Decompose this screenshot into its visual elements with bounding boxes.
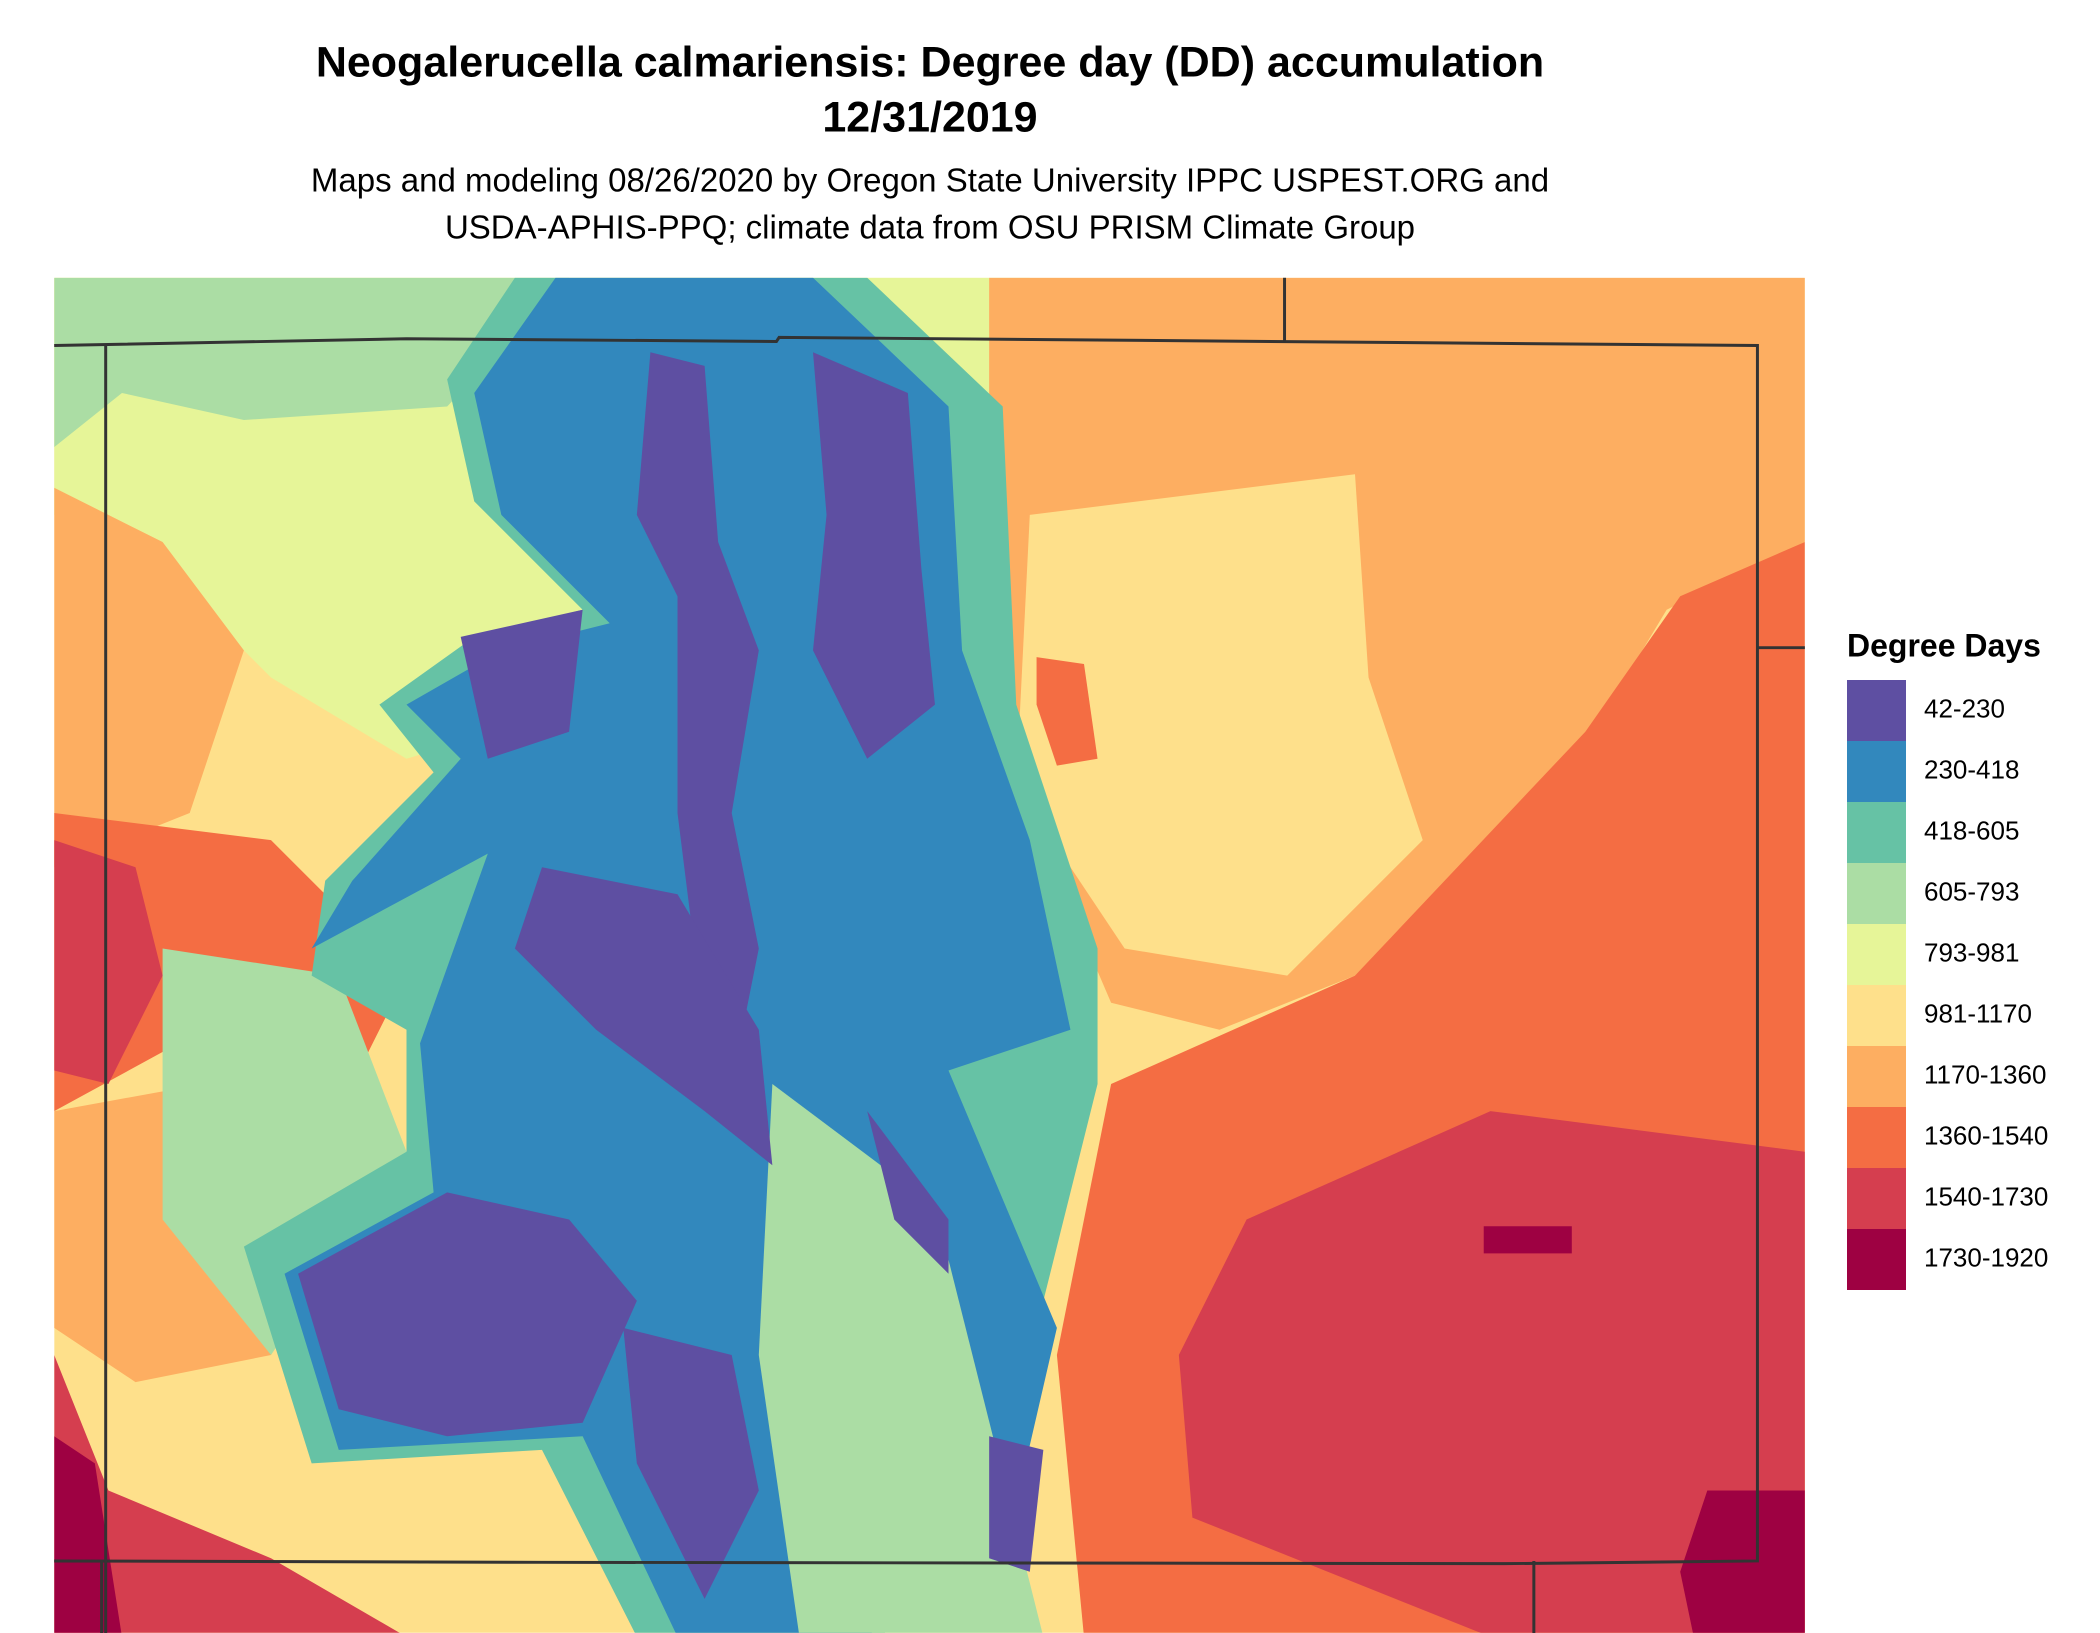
legend-label: 1170-1360	[1924, 1059, 2046, 1089]
legend-label: 42-230	[1924, 693, 2005, 723]
legend-swatch	[1847, 1046, 1906, 1107]
legend-swatch	[1847, 1168, 1906, 1229]
legend-swatch	[1847, 863, 1906, 924]
subtitle: USDA-APHIS-PPQ; climate data from OSU PR…	[445, 209, 1415, 246]
legend-label: 230-418	[1924, 754, 2019, 784]
state-borders	[54, 277, 1805, 1633]
map	[54, 277, 1805, 1633]
legend-swatch	[1847, 741, 1906, 802]
legend-label: 418-605	[1924, 815, 2019, 845]
legend-swatch	[1847, 802, 1906, 863]
legend: 42-230 230-418 418-605 605-793 793-981 981-11…	[1847, 680, 2048, 1290]
legend-swatch	[1847, 985, 1906, 1046]
legend-swatch	[1847, 924, 1906, 985]
legend-label: 605-793	[1924, 876, 2019, 906]
legend-label: 1540-1730	[1924, 1181, 2048, 1211]
legend-title: Degree Days	[1847, 627, 2041, 663]
legend-label: 1730-1920	[1924, 1242, 2048, 1272]
legend-swatch	[1847, 680, 1906, 741]
legend-swatch	[1847, 1229, 1906, 1290]
legend-label: 981-1170	[1924, 998, 2032, 1028]
legend-label: 1360-1540	[1924, 1120, 2048, 1150]
legend-swatch	[1847, 1107, 1906, 1168]
legend-label: 793-981	[1924, 937, 2019, 967]
title: Neogalerucella calmariensis: Degree day …	[316, 38, 1544, 86]
subtitle: Maps and modeling 08/26/2020 by Oregon S…	[311, 162, 1549, 199]
title-date: 12/31/2019	[822, 93, 1037, 141]
